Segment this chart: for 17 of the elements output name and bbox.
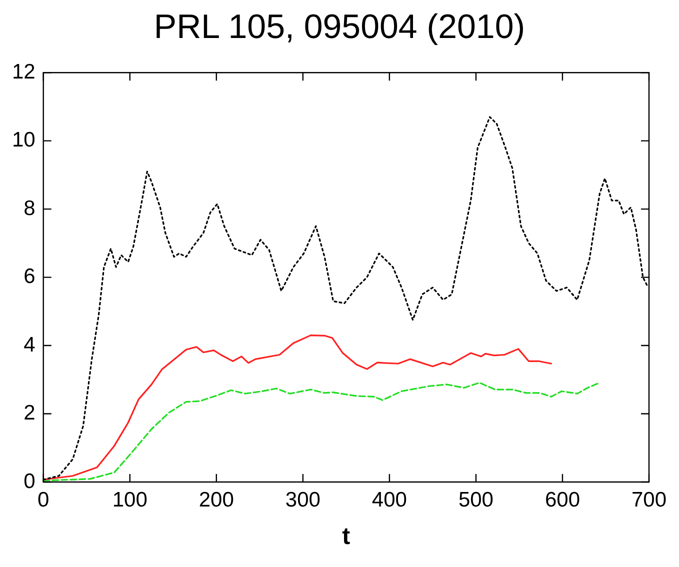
y-tick-label: 0 bbox=[24, 470, 36, 493]
x-tick-label: 700 bbox=[631, 488, 667, 512]
y-tick-label: 4 bbox=[24, 333, 36, 356]
x-tick-label: 300 bbox=[285, 488, 320, 512]
x-tick-label: 100 bbox=[112, 488, 148, 512]
x-tick-label: 200 bbox=[198, 488, 234, 512]
y-tick-label: 8 bbox=[24, 196, 36, 220]
y-tick-label: 12 bbox=[12, 60, 36, 84]
y-tick-label: 2 bbox=[24, 402, 36, 425]
line-series bbox=[43, 382, 600, 482]
x-tick-label: 600 bbox=[544, 488, 580, 512]
y-tick-label: 10 bbox=[12, 128, 36, 152]
y-tick-label: 6 bbox=[24, 265, 36, 288]
x-tick-label: 400 bbox=[372, 488, 407, 512]
x-tick-label: 500 bbox=[458, 488, 494, 512]
x-axis-title: t bbox=[342, 523, 350, 550]
chart-title: PRL 105, 095004 (2010) bbox=[152, 7, 526, 48]
